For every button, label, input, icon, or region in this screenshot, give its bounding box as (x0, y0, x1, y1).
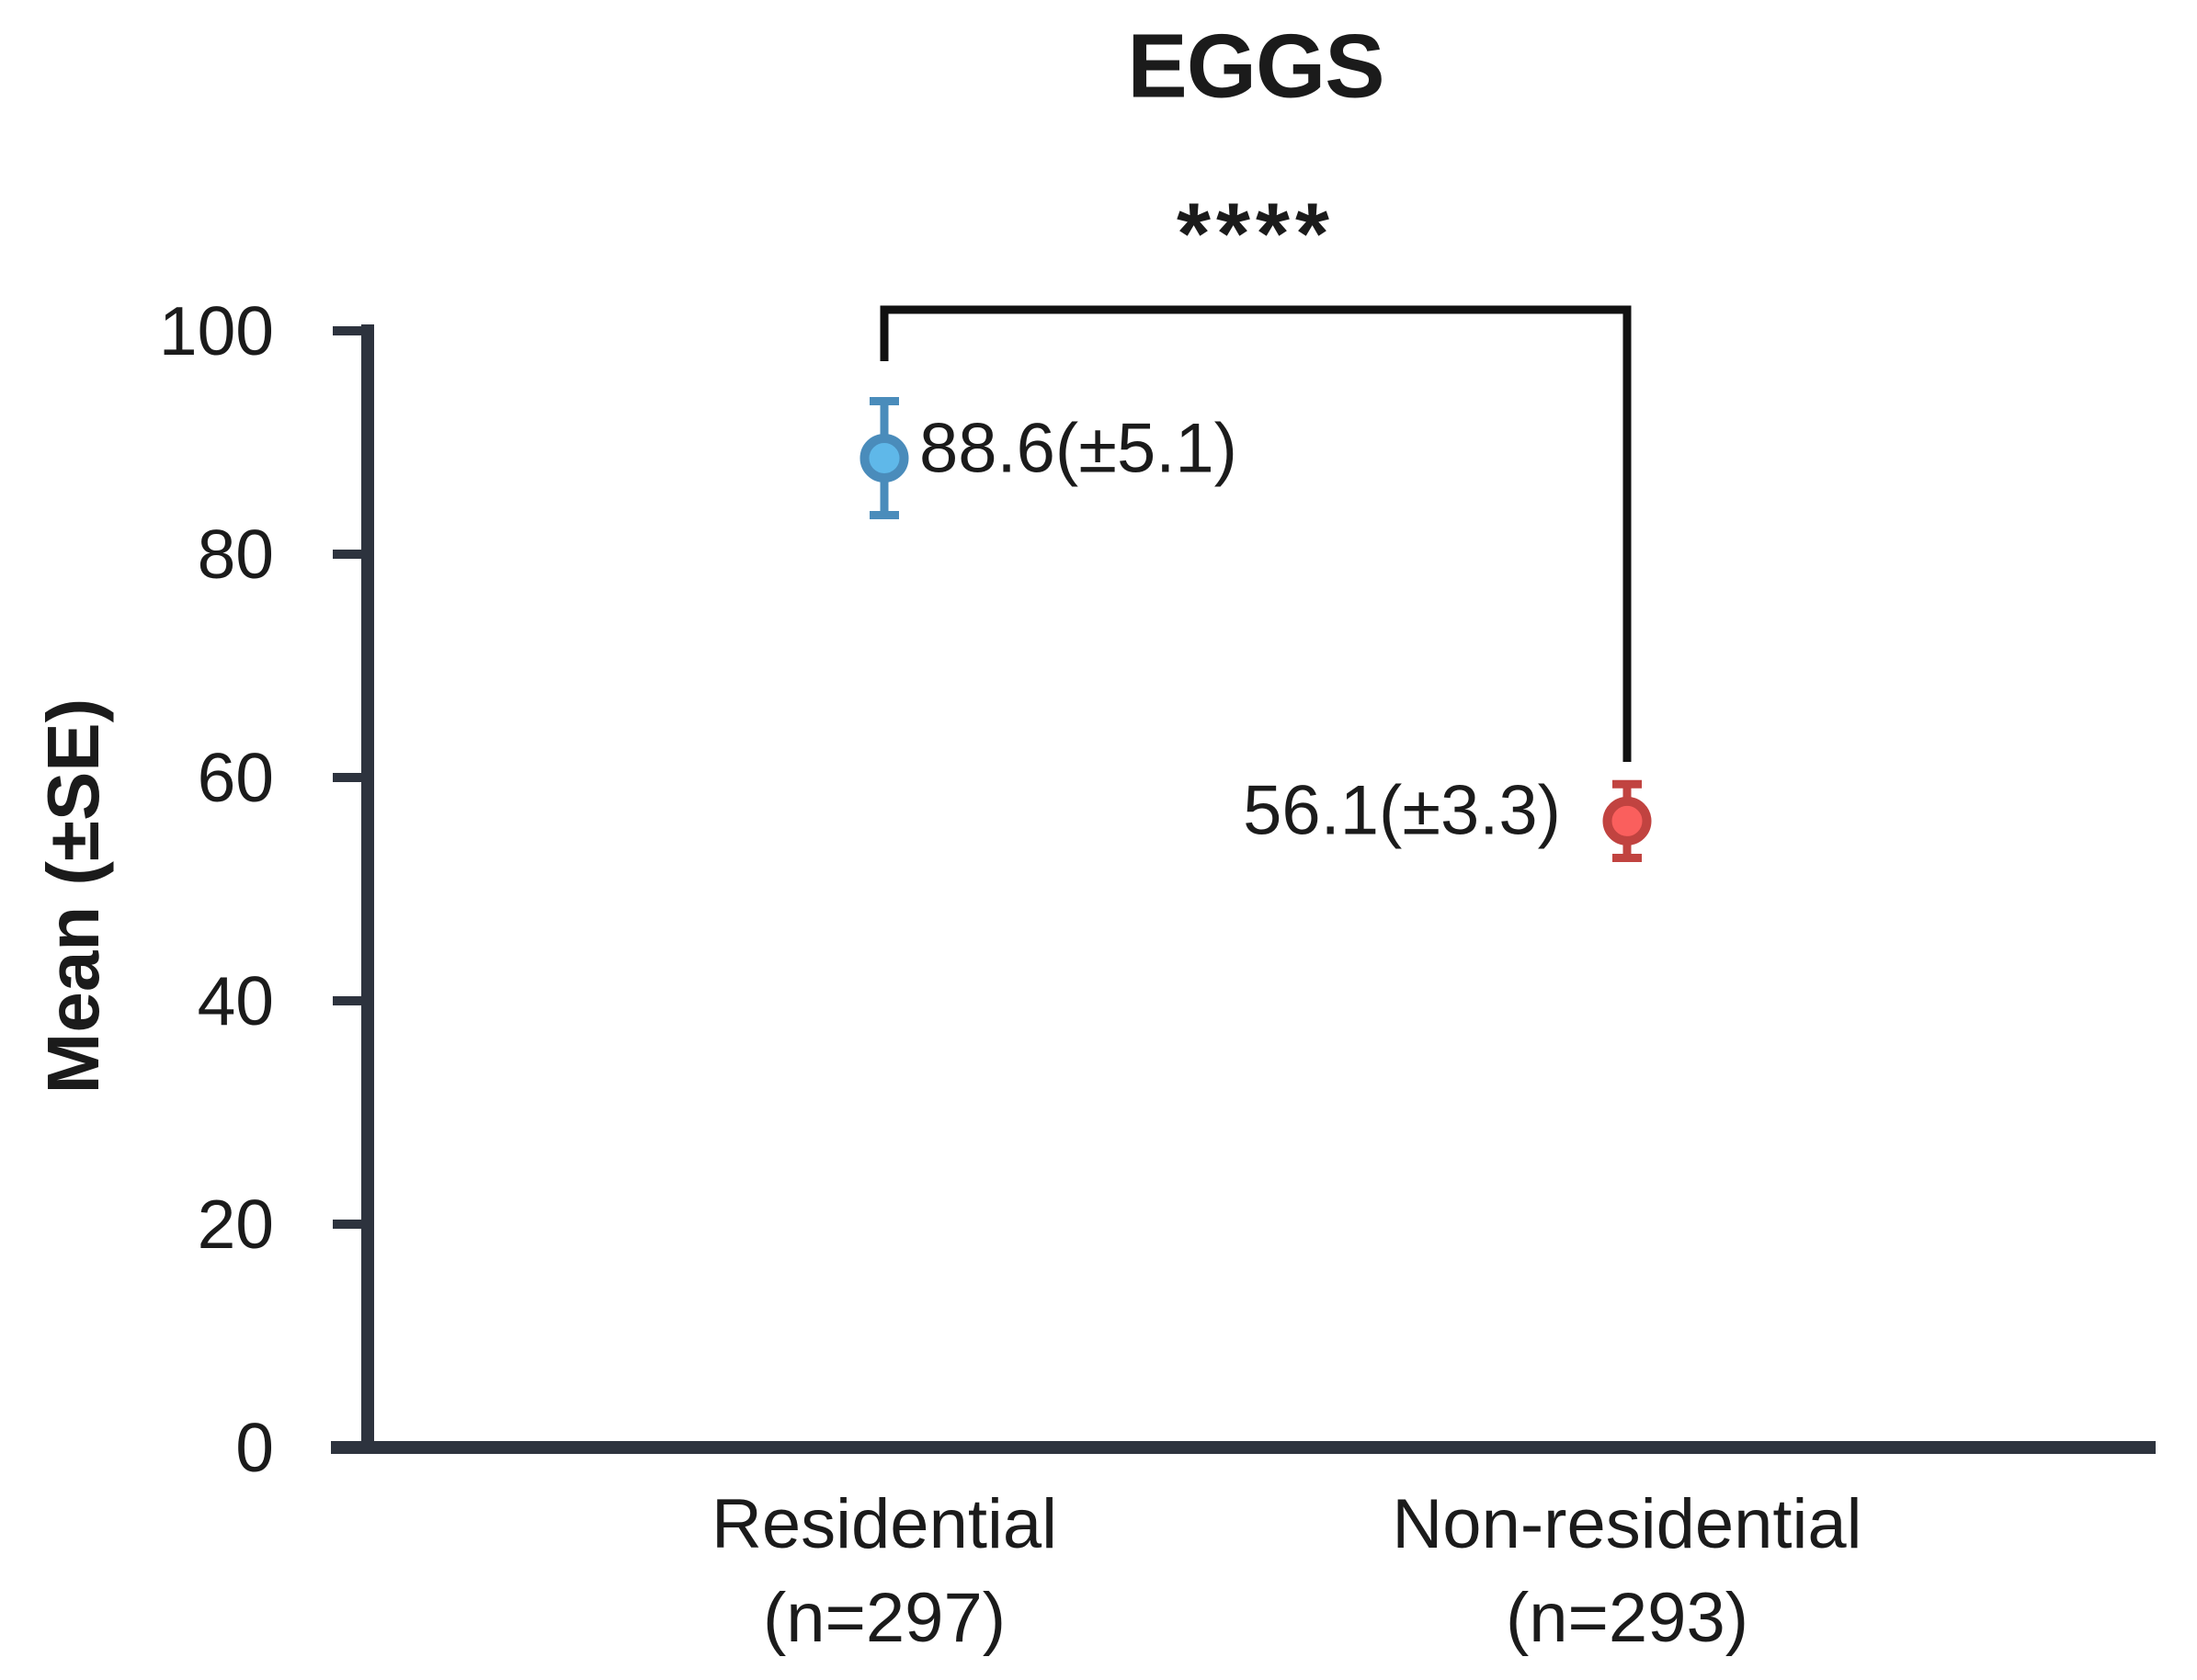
x-category-n: (n=297) (762, 1579, 1007, 1657)
chart-title: EGGS (1127, 15, 1384, 117)
x-category-name: Residential (711, 1485, 1057, 1563)
value-label-residential: 88.6(±5.1) (919, 409, 1237, 487)
value-label-nonresidential: 56.1(±3.3) (1243, 771, 1561, 850)
y-tick-label: 80 (197, 516, 274, 593)
x-category-nonresidential: Non-residential (n=293) (1392, 1478, 1861, 1665)
x-category-name: Non-residential (1392, 1485, 1862, 1563)
significance-label: **** (1177, 185, 1335, 283)
y-tick-label: 60 (197, 739, 274, 816)
data-point-marker (859, 434, 909, 483)
data-point-marker (1602, 796, 1652, 846)
y-tick-label: 20 (197, 1186, 274, 1263)
x-category-residential: Residential (n=297) (711, 1478, 1057, 1665)
x-category-n: (n=293) (1505, 1579, 1749, 1657)
y-tick-label: 40 (197, 962, 274, 1039)
y-tick-label: 100 (158, 292, 274, 369)
y-tick-label: 0 (235, 1409, 274, 1486)
significance-bracket (880, 305, 1632, 762)
